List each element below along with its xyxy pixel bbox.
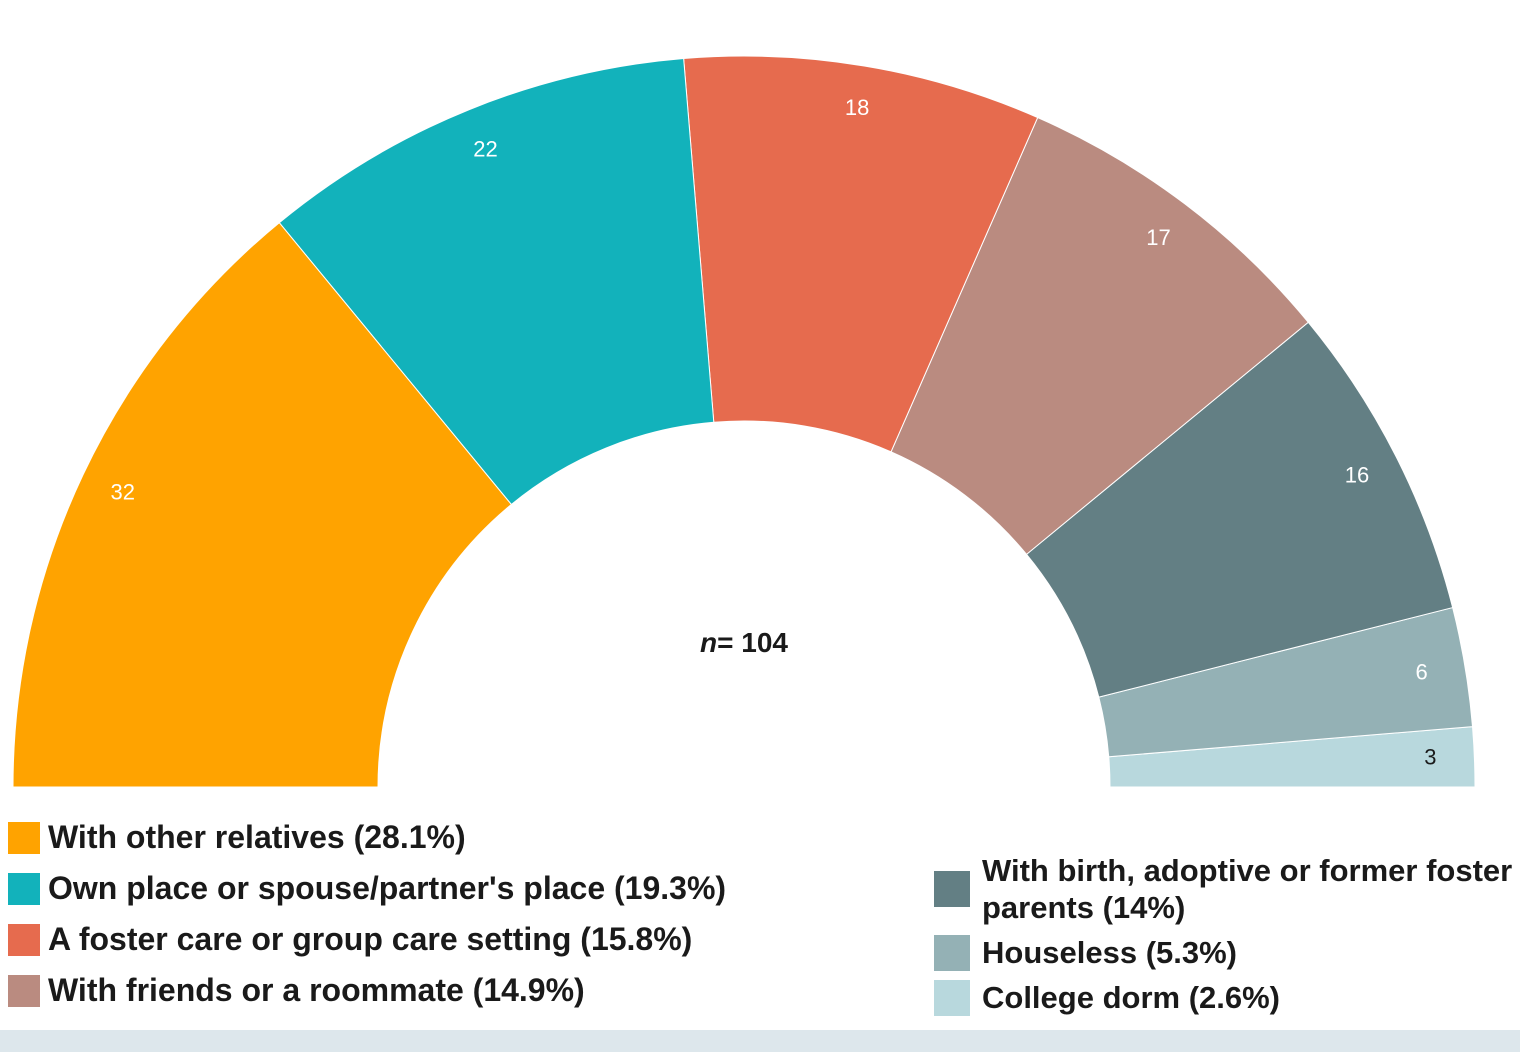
slice: [683, 55, 1039, 453]
data-label: 17: [1146, 225, 1170, 250]
data-label: 18: [845, 95, 869, 120]
slice: [278, 57, 715, 506]
legend-swatch: [8, 872, 40, 905]
footer-band: [0, 1030, 1520, 1052]
slice: [12, 222, 513, 788]
slice: [1108, 726, 1476, 788]
legend-label: With friends or a roommate (14.9%): [48, 972, 585, 1008]
data-label: 22: [473, 136, 497, 161]
data-label: 3: [1424, 744, 1436, 769]
legend-label: Houseless (5.3%): [982, 935, 1237, 970]
data-label: 16: [1345, 463, 1369, 488]
legend-label: College dorm (2.6%): [982, 980, 1280, 1015]
legend-item: A foster care or group care setting (15.…: [8, 914, 726, 965]
slice: [1098, 606, 1474, 758]
annotation: n= 104: [700, 627, 788, 658]
slice: [1025, 321, 1454, 698]
legend-item: Houseless (5.3%): [934, 934, 1518, 971]
annotation-italic: n: [700, 627, 717, 658]
chart: n= 104 32 22 18 17 16 6 3: [12, 55, 1476, 788]
legend-label: With birth, adoptive or former foster pa…: [982, 853, 1513, 925]
legend: With birth, adoptive or former foster pa…: [934, 852, 1518, 1024]
legend-swatch: [8, 923, 40, 956]
legend-swatch: [8, 821, 40, 854]
legend-label: A foster care or group care setting (15.…: [48, 921, 693, 957]
legend-item: With other relatives (28.1%): [8, 812, 726, 863]
legend-item: Own place or spouse/partner's place (19.…: [8, 863, 726, 914]
legend: With other relatives (28.1%) Own place or…: [8, 812, 726, 1016]
slice: [890, 116, 1309, 556]
legend-item: With friends or a roommate (14.9%): [8, 965, 726, 1016]
legend-label: Own place or spouse/partner's place (19.…: [48, 870, 727, 906]
legend-label: With other relatives (28.1%): [48, 819, 466, 855]
annotation-text: = 104: [717, 627, 788, 658]
legend-item: College dorm (2.6%): [934, 979, 1518, 1016]
data-label: 6: [1416, 660, 1428, 685]
legend-swatch: [8, 974, 40, 1007]
legend-item: With birth, adoptive or former foster pa…: [934, 852, 1518, 926]
legend-swatch: [934, 979, 970, 1016]
data-label: 32: [110, 480, 134, 505]
legend-swatch: [934, 934, 970, 971]
legend-swatch: [934, 871, 970, 907]
